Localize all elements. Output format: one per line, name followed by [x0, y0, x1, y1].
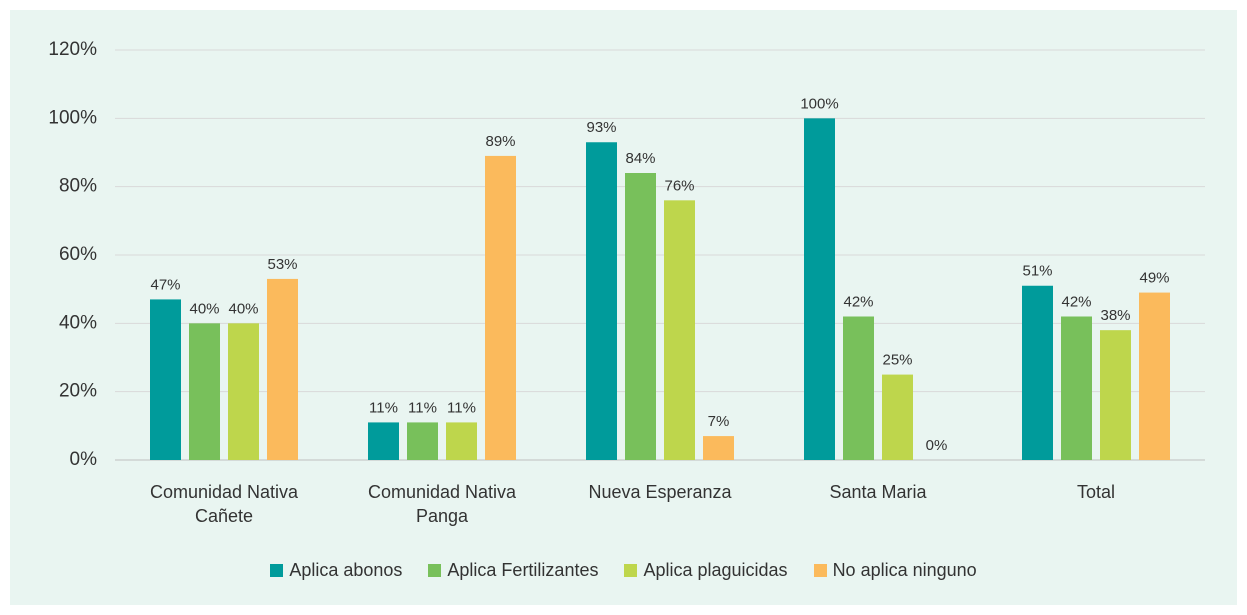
bar — [368, 422, 399, 460]
value-label: 40% — [189, 300, 219, 317]
x-tick-label: Comunidad Nativa Panga — [367, 482, 517, 526]
legend-swatch — [624, 564, 638, 577]
bar — [150, 299, 181, 460]
value-label: 11% — [369, 399, 398, 416]
bar — [664, 200, 695, 461]
legend: Aplica abonos Aplica Fertilizantes Aplica … — [0, 560, 1247, 581]
value-label: 47% — [150, 276, 180, 293]
y-tick-label: 100% — [48, 107, 97, 128]
x-tick-label: Nueva Esperanza — [588, 482, 732, 502]
bar — [1022, 285, 1053, 460]
value-label: 7% — [708, 413, 730, 430]
y-tick-label: 60% — [59, 244, 97, 265]
value-label: 93% — [586, 119, 616, 136]
value-label: 0% — [926, 437, 948, 454]
legend-swatch — [270, 564, 284, 577]
legend-label: Aplica plaguicidas — [643, 560, 788, 580]
legend-label: No aplica ninguno — [832, 560, 977, 580]
legend-label: Aplica Fertilizantes — [447, 560, 599, 580]
bar — [586, 142, 617, 460]
legend-item: Aplica abonos — [270, 560, 402, 581]
legend-swatch — [428, 564, 442, 577]
legend-swatch — [813, 564, 827, 577]
value-label: 11% — [447, 399, 476, 416]
x-tick-label: Total — [1076, 482, 1116, 502]
bar — [1061, 316, 1092, 460]
value-label: 100% — [800, 95, 838, 112]
value-label: 42% — [843, 293, 873, 310]
x-tick-label: Santa Maria — [829, 482, 927, 502]
bar — [1139, 292, 1170, 460]
value-label: 25% — [882, 352, 912, 369]
value-label: 89% — [485, 133, 515, 150]
bar — [1100, 330, 1131, 460]
legend-item: Aplica plaguicidas — [624, 560, 788, 581]
bar — [267, 278, 298, 460]
y-tick-label: 80% — [59, 176, 97, 197]
legend-item: No aplica ninguno — [813, 560, 977, 581]
value-label: 84% — [625, 150, 655, 167]
y-tick-label: 0% — [70, 449, 98, 470]
bar — [625, 173, 656, 460]
x-tick-label: Comunidad Nativa Cañete — [149, 482, 299, 526]
y-tick-label: 20% — [59, 381, 97, 402]
bar — [228, 323, 259, 460]
value-label: 49% — [1139, 270, 1169, 287]
value-label: 38% — [1100, 307, 1130, 324]
bar — [804, 118, 835, 460]
legend-label: Aplica abonos — [289, 560, 403, 580]
bar — [485, 155, 516, 460]
value-label: 76% — [664, 177, 694, 194]
y-tick-label: 120% — [48, 39, 97, 60]
bar — [407, 422, 438, 460]
bar — [703, 436, 734, 460]
bar — [189, 323, 220, 460]
value-label: 11% — [408, 399, 437, 416]
y-tick-label: 40% — [59, 312, 97, 333]
bar — [882, 374, 913, 460]
legend-item: Aplica Fertilizantes — [428, 560, 598, 581]
value-label: 42% — [1061, 293, 1091, 310]
value-label: 40% — [228, 300, 258, 317]
bar — [446, 422, 477, 460]
value-label: 53% — [267, 256, 297, 273]
bar — [843, 316, 874, 460]
value-label: 51% — [1022, 263, 1052, 280]
